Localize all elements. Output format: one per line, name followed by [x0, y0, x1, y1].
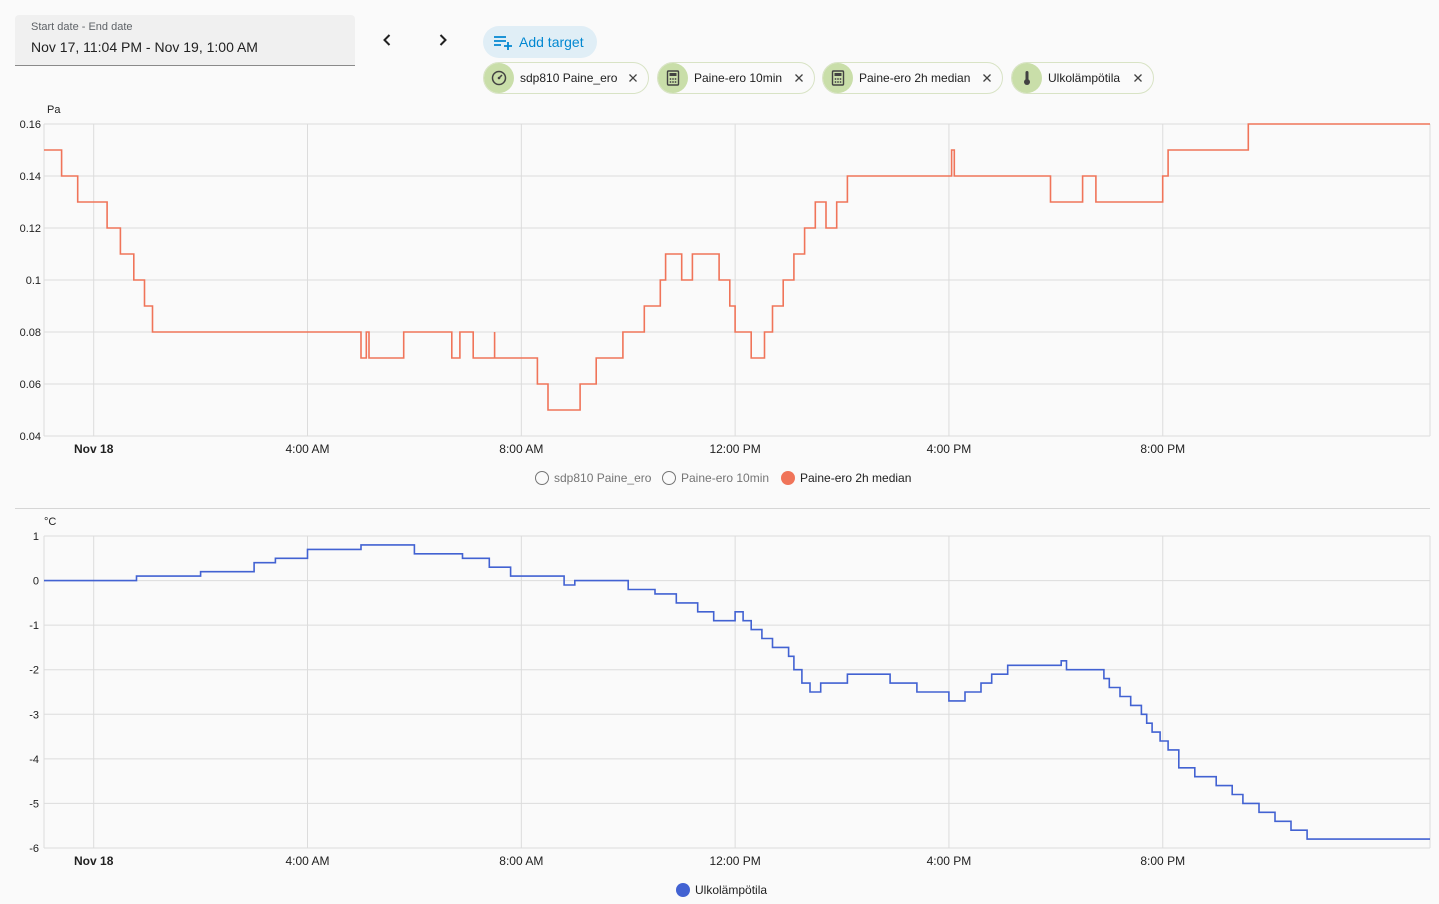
close-icon[interactable]: [980, 71, 994, 85]
chevron-right-icon: [439, 34, 447, 46]
legend-paine-ero-2h-median[interactable]: Paine-ero 2h median: [781, 471, 911, 485]
chart-2-unit-label: °C: [44, 516, 57, 528]
x-tick-label: 4:00 PM: [927, 854, 972, 868]
add-target-label: Add target: [519, 34, 584, 50]
previous-period-button[interactable]: [372, 25, 402, 55]
legend-paine-ero-10min[interactable]: Paine-ero 10min: [662, 471, 769, 485]
thermometer-icon: [1012, 63, 1042, 93]
y-tick-label: 0.12: [20, 223, 41, 235]
legend-label: Paine-ero 10min: [681, 471, 770, 485]
legend-marker: [781, 471, 795, 485]
x-tick-label: 12:00 PM: [709, 442, 760, 456]
legend-label: sdp810 Paine_ero: [554, 471, 652, 485]
x-tick-label: 4:00 PM: [927, 442, 972, 456]
y-tick-label: 0: [33, 576, 39, 588]
x-tick-label: 8:00 PM: [1140, 854, 1185, 868]
y-tick-label: -1: [29, 620, 39, 632]
y-tick-label: 0.04: [20, 431, 41, 443]
calculator-icon: [823, 63, 853, 93]
gauge-icon: [484, 63, 514, 93]
target-chip-ulkolampotila[interactable]: Ulkolämpötila: [1011, 62, 1154, 94]
target-chip-label: Paine-ero 2h median: [859, 71, 971, 85]
target-chip-label: Ulkolämpötila: [1048, 71, 1121, 85]
y-tick-label: -4: [29, 754, 39, 766]
target-chip-label: Paine-ero 10min: [694, 71, 783, 85]
legend-marker: [662, 471, 676, 485]
close-icon[interactable]: [1131, 71, 1145, 85]
legend-marker: [535, 471, 549, 485]
target-chip-paine-ero-10min[interactable]: Paine-ero 10min: [657, 62, 815, 94]
x-tick-label: 8:00 PM: [1140, 442, 1185, 456]
chart-divider: [15, 508, 1430, 509]
y-tick-label: 0.14: [20, 171, 41, 183]
target-chip-sdp810[interactable]: sdp810 Paine_ero: [483, 62, 649, 94]
target-chip-paine-ero-2h-median[interactable]: Paine-ero 2h median: [822, 62, 1003, 94]
legend-label: Paine-ero 2h median: [800, 471, 912, 485]
legend-marker: [676, 883, 690, 897]
y-tick-label: 0.08: [20, 327, 41, 339]
x-tick-label: Nov 18: [74, 854, 114, 868]
y-tick-label: 1: [33, 531, 39, 543]
y-tick-label: 0.1: [26, 275, 41, 287]
x-tick-label: 8:00 AM: [499, 854, 543, 868]
chevron-left-icon: [383, 34, 391, 46]
close-icon[interactable]: [626, 71, 640, 85]
pressure-chart: 0.16 0.14 0.12 0.1 0.08 0.06 0.04 Nov 18 4:00 AM…: [20, 119, 1431, 456]
date-range-value: Nov 17, 11:04 PM - Nov 19, 1:00 AM: [31, 39, 258, 55]
y-tick-label: 0.06: [20, 379, 41, 391]
calculator-icon: [658, 63, 688, 93]
date-range-picker[interactable]: Start date - End date Nov 17, 11:04 PM -…: [15, 15, 355, 66]
y-tick-label: -6: [29, 843, 39, 855]
x-tick-label: 8:00 AM: [499, 442, 543, 456]
x-tick-label: 4:00 AM: [286, 442, 330, 456]
legend-ulkolampotila[interactable]: Ulkolämpötila: [676, 883, 767, 897]
next-period-button[interactable]: [428, 25, 458, 55]
chart-1-unit-label: Pa: [47, 104, 61, 116]
series-line: [44, 544, 1430, 840]
y-tick-label: -3: [29, 709, 39, 721]
target-chip-label: sdp810 Paine_ero: [520, 71, 618, 85]
playlist-add-icon: [494, 36, 512, 50]
x-tick-label: 12:00 PM: [709, 854, 760, 868]
y-tick-label: -2: [29, 665, 39, 677]
legend-sdp810-paine-ero[interactable]: sdp810 Paine_ero: [535, 471, 651, 485]
series-line: [44, 123, 1430, 411]
x-tick-label: 4:00 AM: [286, 854, 330, 868]
add-target-button[interactable]: Add target: [483, 26, 597, 58]
y-tick-label: 0.16: [20, 119, 41, 131]
legend-label: Ulkolämpötila: [695, 883, 768, 897]
close-icon[interactable]: [792, 71, 806, 85]
x-tick-label: Nov 18: [74, 442, 114, 456]
y-tick-label: -5: [29, 798, 39, 810]
date-range-label: Start date - End date: [31, 21, 133, 33]
